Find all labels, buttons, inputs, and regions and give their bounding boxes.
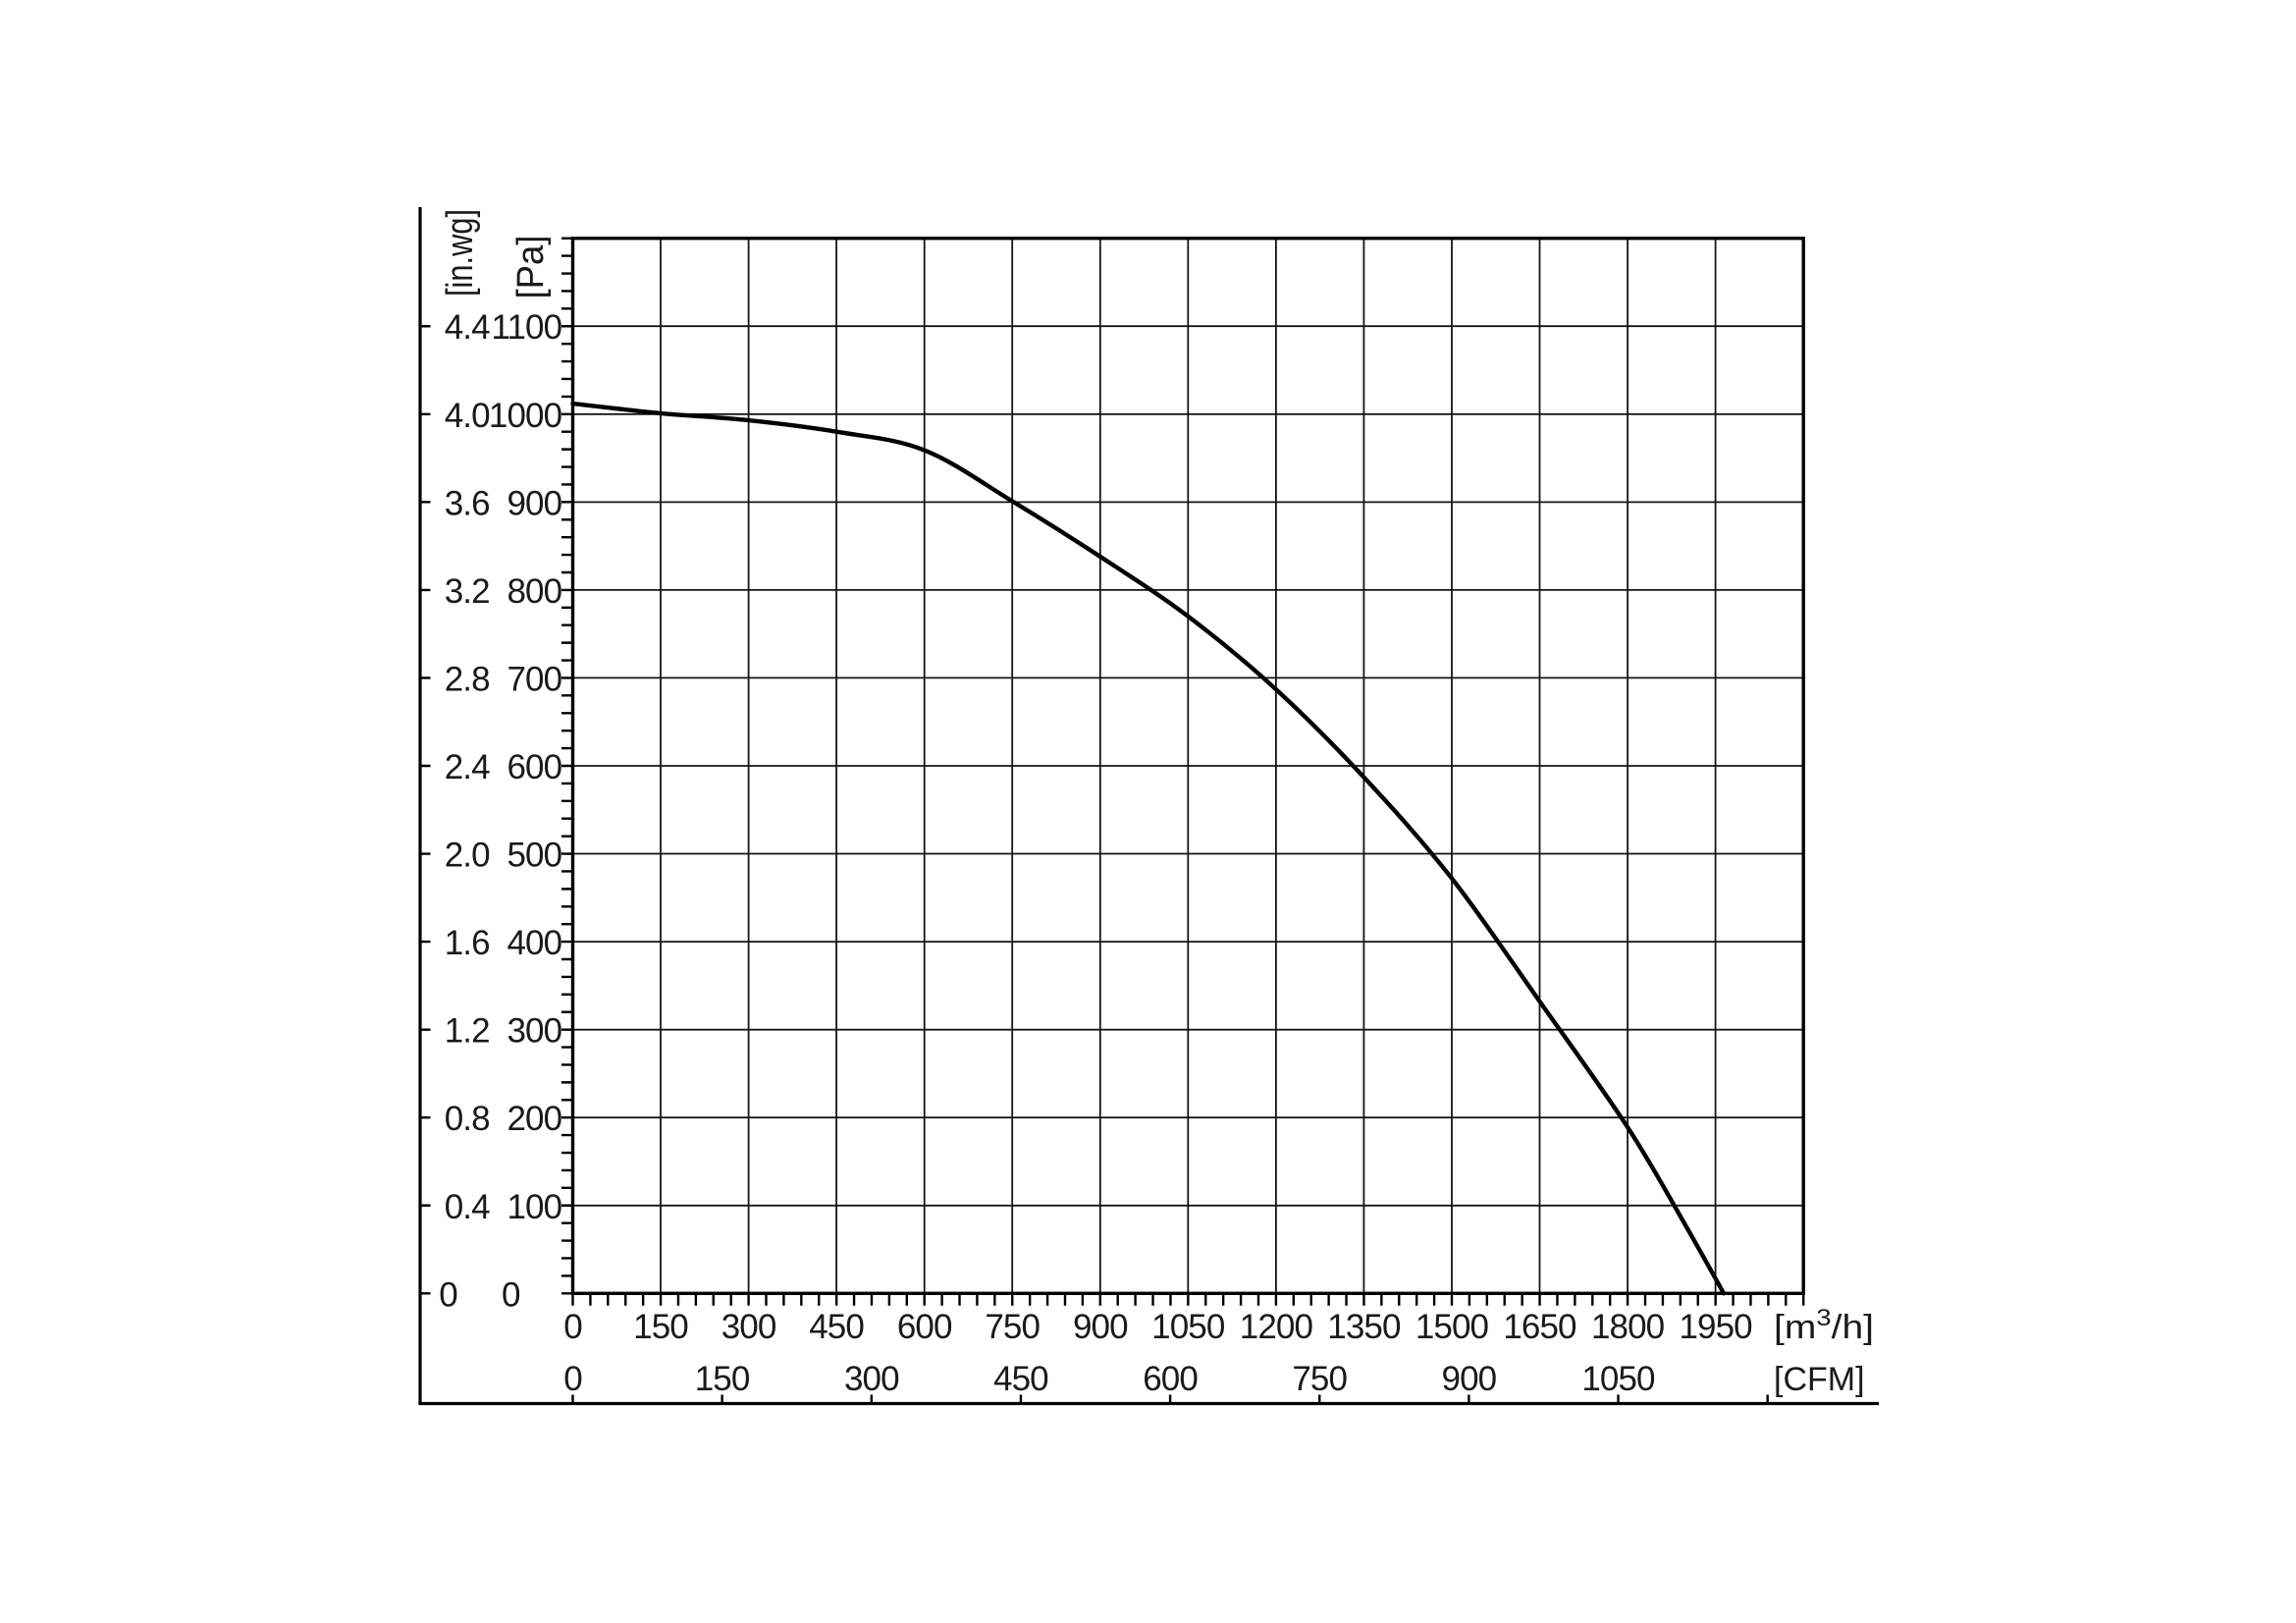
svg-text:1050: 1050 xyxy=(1581,1360,1655,1398)
svg-text:3.6: 3.6 xyxy=(445,484,490,522)
svg-text:900: 900 xyxy=(1073,1308,1128,1346)
svg-text:150: 150 xyxy=(695,1360,750,1398)
svg-text:1650: 1650 xyxy=(1503,1308,1576,1346)
svg-text:1000: 1000 xyxy=(489,397,562,435)
svg-text:750: 750 xyxy=(985,1308,1040,1346)
svg-text:4.4: 4.4 xyxy=(445,308,490,347)
svg-text:600: 600 xyxy=(897,1308,952,1346)
svg-text:200: 200 xyxy=(507,1100,561,1138)
svg-text:800: 800 xyxy=(507,572,561,611)
svg-text:1950: 1950 xyxy=(1679,1308,1752,1346)
svg-text:900: 900 xyxy=(507,484,561,522)
svg-text:600: 600 xyxy=(1143,1360,1198,1398)
svg-text:0: 0 xyxy=(563,1308,582,1346)
svg-text:300: 300 xyxy=(507,1012,561,1051)
svg-text:1200: 1200 xyxy=(1240,1308,1313,1346)
svg-text:700: 700 xyxy=(507,660,561,698)
svg-text:1100: 1100 xyxy=(492,308,562,347)
svg-text:1500: 1500 xyxy=(1415,1308,1489,1346)
svg-text:3.2: 3.2 xyxy=(445,572,490,611)
svg-text:4.0: 4.0 xyxy=(445,397,490,435)
svg-text:500: 500 xyxy=(507,837,561,875)
svg-text:0: 0 xyxy=(502,1275,520,1314)
svg-text:2.4: 2.4 xyxy=(445,748,490,786)
svg-text:1800: 1800 xyxy=(1591,1308,1665,1346)
svg-text:450: 450 xyxy=(809,1308,864,1346)
svg-text:400: 400 xyxy=(507,924,561,962)
svg-text:2.0: 2.0 xyxy=(445,837,490,875)
svg-text:0.8: 0.8 xyxy=(445,1100,490,1138)
svg-text:0: 0 xyxy=(563,1360,582,1398)
svg-text:600: 600 xyxy=(507,748,561,786)
svg-text:1.6: 1.6 xyxy=(445,924,490,962)
svg-text:[in.wg]: [in.wg] xyxy=(440,209,481,297)
svg-text:1.2: 1.2 xyxy=(445,1012,490,1051)
svg-text:150: 150 xyxy=(633,1308,688,1346)
svg-text:900: 900 xyxy=(1442,1360,1497,1398)
svg-text:0.4: 0.4 xyxy=(445,1188,490,1226)
svg-text:2.8: 2.8 xyxy=(445,660,490,698)
svg-text:1050: 1050 xyxy=(1151,1308,1225,1346)
svg-text:750: 750 xyxy=(1292,1360,1347,1398)
svg-text:1350: 1350 xyxy=(1327,1308,1401,1346)
svg-text:[Pa]: [Pa] xyxy=(510,236,552,299)
svg-text:100: 100 xyxy=(507,1188,561,1226)
svg-text:300: 300 xyxy=(721,1308,776,1346)
svg-text:0: 0 xyxy=(439,1275,457,1314)
svg-text:450: 450 xyxy=(993,1360,1048,1398)
svg-text:300: 300 xyxy=(844,1360,899,1398)
svg-text:[CFM]: [CFM] xyxy=(1774,1361,1865,1398)
